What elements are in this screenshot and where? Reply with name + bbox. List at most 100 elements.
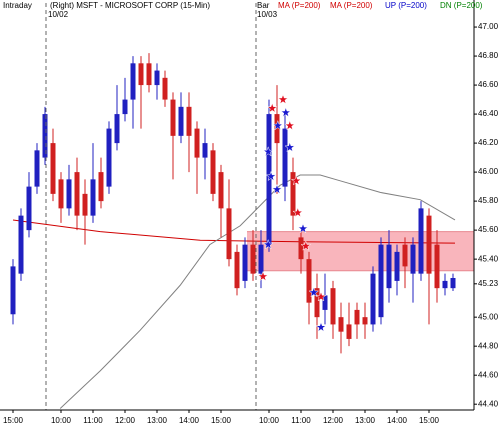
signal-marker <box>277 93 289 105</box>
signal-marker <box>292 206 304 218</box>
signal-marker <box>297 222 309 234</box>
date-label: 10/02 <box>48 10 69 19</box>
candle-body <box>370 273 376 325</box>
candle-body <box>18 215 24 274</box>
legend-entry: UP (P=200) <box>385 1 427 10</box>
y-tick-label: 44.60 <box>478 370 498 379</box>
x-tick-label: 11:00 <box>83 416 103 425</box>
x-tick-label: 13:00 <box>355 416 376 425</box>
candle-body <box>226 208 232 260</box>
last-price-label: 45.23 <box>478 279 498 288</box>
candle-body <box>338 317 344 332</box>
signal-marker <box>266 102 278 113</box>
candle-body <box>234 251 240 289</box>
signal-marker <box>271 183 283 195</box>
y-tick-label: 45.00 <box>478 312 498 321</box>
x-tick-label: 15:00 <box>419 416 440 425</box>
candle-body <box>362 317 368 325</box>
y-tick-label: 46.00 <box>478 167 498 176</box>
legend-entry: DN (P=200) <box>440 1 483 10</box>
candle-body <box>154 70 160 86</box>
candle-body <box>146 63 152 86</box>
signal-marker <box>265 170 277 182</box>
x-tick-label: 14:00 <box>179 416 200 425</box>
candle-body <box>130 63 136 100</box>
candle-body <box>354 309 360 325</box>
candle-body <box>386 244 392 289</box>
candle-body <box>330 288 336 325</box>
candle-body <box>186 106 192 136</box>
candle-body <box>306 259 312 303</box>
candle-body <box>378 244 384 318</box>
candle-body <box>250 244 256 274</box>
candle-body <box>138 63 144 86</box>
candle-body <box>410 244 416 274</box>
y-tick-label: 47.00 <box>478 22 498 31</box>
x-tick-label: 11:00 <box>291 416 311 425</box>
candle-body <box>26 186 32 231</box>
x-tick-label: 10:00 <box>259 416 280 425</box>
candle-body <box>282 128 288 187</box>
candle-body <box>442 280 448 289</box>
y-tick-label: 46.60 <box>478 80 498 89</box>
legend-entry: MA (P=200) <box>278 1 321 10</box>
corner-label: Intraday <box>3 1 32 10</box>
candle-body <box>74 172 80 216</box>
x-tick-label: 15:00 <box>211 416 232 425</box>
candle-body <box>114 114 120 144</box>
signal-marker <box>290 175 302 186</box>
signal-marker <box>315 291 327 302</box>
x-tick-label: 12:00 <box>323 416 344 425</box>
signal-marker <box>300 240 312 251</box>
x-tick-label: 14:00 <box>387 416 408 425</box>
candle-body <box>10 266 16 315</box>
date-label: 10/03 <box>257 10 278 19</box>
chart-title: (Right) MSFT - MICROSOFT CORP (15-Min) <box>50 1 210 10</box>
signal-marker <box>284 141 296 153</box>
candle-body <box>218 172 224 209</box>
candle-body <box>426 215 432 274</box>
candle-body <box>82 193 88 216</box>
candle-body <box>122 99 128 115</box>
x-tick-label: 15:00 <box>3 416 24 425</box>
candle-body <box>194 128 200 158</box>
candle-body <box>314 288 320 318</box>
candle-body <box>106 128 112 187</box>
candle-body <box>394 251 400 281</box>
signal-marker <box>272 119 284 131</box>
signal-marker <box>257 270 269 282</box>
candle-body <box>98 172 104 202</box>
y-tick-label: 46.40 <box>478 109 498 118</box>
candle-body <box>90 179 96 216</box>
y-tick-label: 45.40 <box>478 254 498 263</box>
candle-body <box>210 150 216 194</box>
candle-body <box>290 172 296 216</box>
candle-body <box>346 324 352 339</box>
signal-marker <box>262 146 274 157</box>
signal-marker <box>315 321 327 332</box>
x-tick-label: 13:00 <box>147 416 168 425</box>
bar-label: Bar <box>257 1 270 10</box>
candle-body <box>242 244 248 281</box>
candle-body <box>402 244 408 267</box>
y-tick-label: 44.80 <box>478 341 498 350</box>
candle-body <box>434 244 440 289</box>
signal-marker <box>280 106 292 118</box>
x-tick-label: 10:00 <box>51 416 72 425</box>
y-tick-label: 46.20 <box>478 138 498 147</box>
candle-body <box>34 150 40 187</box>
signal-marker <box>262 238 274 250</box>
candle-body <box>450 278 456 289</box>
candle-body <box>58 179 64 209</box>
y-tick-label: 44.40 <box>478 399 498 408</box>
candle-body <box>178 106 184 136</box>
candle-body <box>202 143 208 158</box>
price-zone <box>247 231 474 271</box>
candle-body <box>162 77 168 100</box>
candle-body <box>258 244 264 274</box>
y-tick-label: 46.80 <box>478 51 498 60</box>
moving-average <box>12 219 456 244</box>
plot-area <box>10 53 474 409</box>
